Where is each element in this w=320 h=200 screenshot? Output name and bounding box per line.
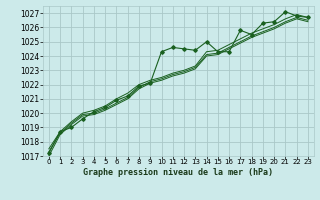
X-axis label: Graphe pression niveau de la mer (hPa): Graphe pression niveau de la mer (hPa) [84,168,273,177]
